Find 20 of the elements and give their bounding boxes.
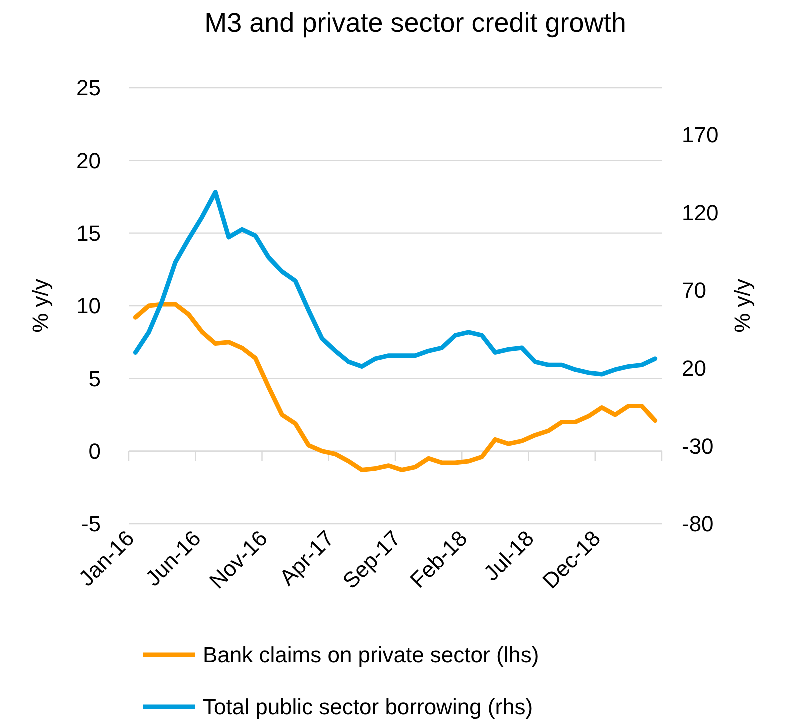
y-tick-label: 25 (76, 76, 101, 101)
y2-tick-label: -80 (682, 512, 714, 537)
y-tick-label: 0 (88, 439, 101, 464)
y2-tick-label: 120 (682, 200, 719, 226)
line-series (133, 190, 658, 377)
line-series (133, 302, 658, 472)
y-tick-label: 20 (76, 148, 101, 174)
y2-tick-label: -30 (682, 434, 714, 459)
y2-tick-label: 170 (682, 122, 719, 148)
y-tick-label: 15 (76, 221, 101, 246)
chart-title: M3 and private sector credit growth (204, 8, 626, 38)
y-tick-label: -5 (81, 512, 101, 537)
y-tick-label: 10 (76, 294, 101, 319)
y2-tick-label: 20 (682, 356, 706, 381)
y2-tick-label: 70 (682, 278, 706, 304)
y-tick-label: 5 (88, 366, 101, 392)
y2-axis-title: % y/y (730, 279, 755, 333)
legend-label: Bank claims on private sector (lhs) (203, 642, 540, 668)
legend-label: Total public sector borrowing (rhs) (203, 694, 534, 720)
y-axis-title: % y/y (28, 279, 53, 333)
